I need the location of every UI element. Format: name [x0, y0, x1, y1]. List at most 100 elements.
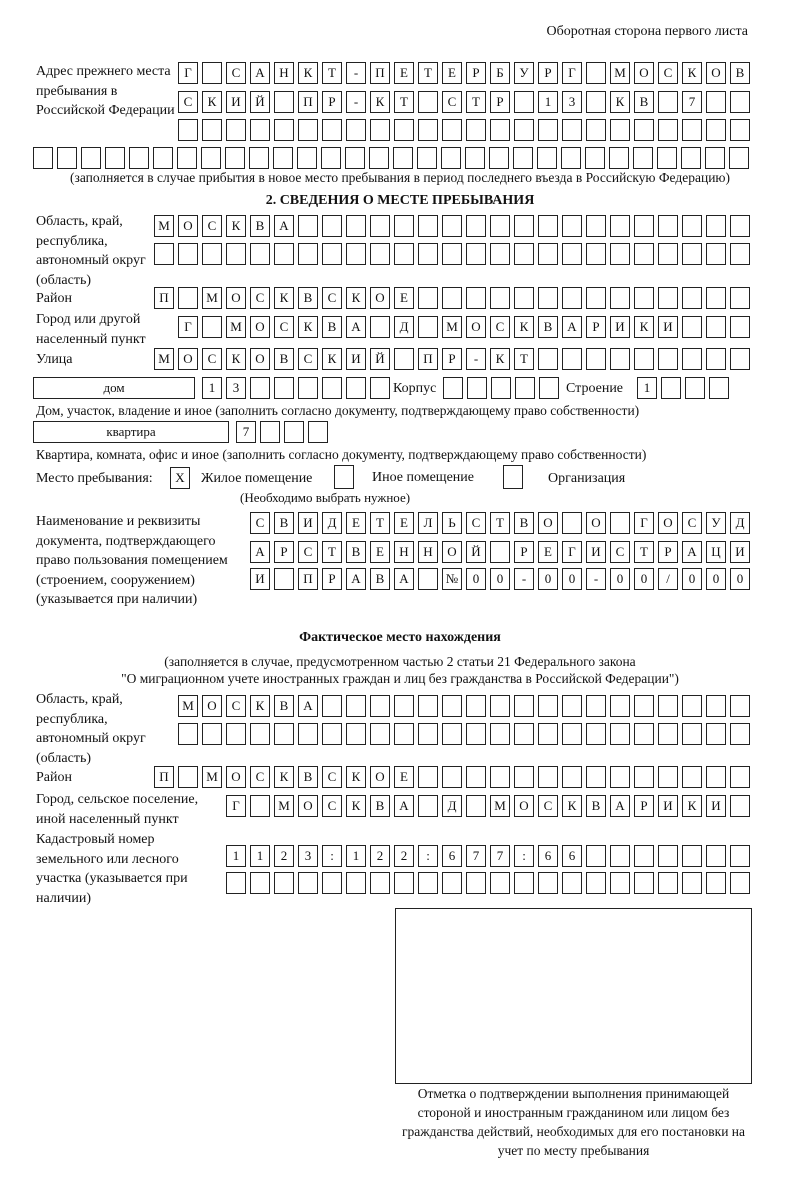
char-cell[interactable] [418, 287, 438, 309]
char-cell[interactable]: 3 [562, 91, 582, 113]
char-cell[interactable]: Л [418, 512, 438, 534]
char-cell[interactable] [274, 91, 294, 113]
char-cell[interactable]: О [202, 695, 222, 717]
char-cell[interactable]: П [298, 91, 318, 113]
char-cell[interactable]: О [226, 287, 246, 309]
char-cell[interactable] [514, 766, 534, 788]
char-cell[interactable] [538, 872, 558, 894]
char-cell[interactable] [153, 147, 173, 169]
char-cell[interactable]: В [538, 316, 558, 338]
char-cell[interactable] [658, 723, 678, 745]
char-cell[interactable] [417, 147, 437, 169]
char-cell[interactable] [610, 695, 630, 717]
char-cell[interactable]: 6 [562, 845, 582, 867]
char-cell[interactable]: Р [634, 795, 654, 817]
char-cell[interactable] [634, 723, 654, 745]
char-cell[interactable] [634, 119, 654, 141]
char-cell[interactable] [322, 377, 342, 399]
char-cell[interactable] [730, 348, 750, 370]
char-cell[interactable] [322, 872, 342, 894]
char-cell[interactable] [394, 215, 414, 237]
char-cell[interactable] [346, 695, 366, 717]
char-cell[interactable] [178, 243, 198, 265]
char-cell[interactable] [682, 348, 702, 370]
char-cell[interactable]: У [514, 62, 534, 84]
char-cell[interactable]: Е [394, 512, 414, 534]
char-cell[interactable]: О [226, 766, 246, 788]
char-cell[interactable] [514, 872, 534, 894]
char-cell[interactable]: Е [394, 766, 414, 788]
char-cell[interactable]: 0 [610, 568, 630, 590]
char-cell[interactable] [706, 316, 726, 338]
char-cell[interactable]: И [250, 568, 270, 590]
char-cell[interactable] [202, 62, 222, 84]
char-cell[interactable]: В [298, 287, 318, 309]
char-cell[interactable] [394, 872, 414, 894]
char-cell[interactable]: К [226, 215, 246, 237]
char-cell[interactable] [442, 872, 462, 894]
char-cell[interactable] [562, 119, 582, 141]
char-cell[interactable]: А [394, 568, 414, 590]
char-cell[interactable]: 6 [442, 845, 462, 867]
char-cell[interactable]: О [370, 287, 390, 309]
char-cell[interactable] [202, 723, 222, 745]
prev-address-row-4[interactable] [33, 147, 749, 169]
char-cell[interactable] [298, 377, 318, 399]
char-cell[interactable] [514, 91, 534, 113]
char-cell[interactable]: Т [418, 62, 438, 84]
char-cell[interactable]: № [442, 568, 462, 590]
char-cell[interactable]: К [562, 795, 582, 817]
char-cell[interactable]: К [298, 316, 318, 338]
char-cell[interactable]: К [226, 348, 246, 370]
char-cell[interactable] [706, 243, 726, 265]
char-cell[interactable]: В [730, 62, 750, 84]
char-cell[interactable]: А [682, 541, 702, 563]
char-cell[interactable] [661, 377, 681, 399]
char-cell[interactable] [514, 695, 534, 717]
char-cell[interactable] [586, 348, 606, 370]
char-cell[interactable]: - [514, 568, 534, 590]
char-cell[interactable]: 2 [274, 845, 294, 867]
char-cell[interactable] [322, 723, 342, 745]
char-cell[interactable] [490, 243, 510, 265]
char-cell[interactable]: С [658, 62, 678, 84]
char-cell[interactable] [225, 147, 245, 169]
char-cell[interactable] [634, 695, 654, 717]
char-cell[interactable]: Т [466, 91, 486, 113]
house-type-field[interactable]: дом [33, 377, 195, 399]
char-cell[interactable] [730, 723, 750, 745]
char-cell[interactable]: К [490, 348, 510, 370]
char-cell[interactable] [442, 243, 462, 265]
char-cell[interactable]: 1 [346, 845, 366, 867]
char-cell[interactable] [682, 723, 702, 745]
char-cell[interactable]: Р [322, 91, 342, 113]
char-cell[interactable] [370, 119, 390, 141]
char-cell[interactable] [345, 147, 365, 169]
char-cell[interactable]: К [202, 91, 222, 113]
char-cell[interactable] [682, 695, 702, 717]
char-cell[interactable] [658, 91, 678, 113]
char-cell[interactable] [466, 872, 486, 894]
char-cell[interactable]: К [274, 287, 294, 309]
prev-address-row-3[interactable] [178, 119, 750, 141]
char-cell[interactable] [538, 723, 558, 745]
char-cell[interactable]: И [706, 795, 726, 817]
char-cell[interactable]: М [154, 215, 174, 237]
char-cell[interactable]: С [250, 287, 270, 309]
char-cell[interactable] [586, 243, 606, 265]
char-cell[interactable] [250, 119, 270, 141]
char-cell[interactable]: О [514, 795, 534, 817]
char-cell[interactable] [346, 723, 366, 745]
char-cell[interactable] [490, 287, 510, 309]
char-cell[interactable] [441, 147, 461, 169]
char-cell[interactable]: С [610, 541, 630, 563]
char-cell[interactable]: К [370, 91, 390, 113]
char-cell[interactable] [370, 215, 390, 237]
char-cell[interactable] [81, 147, 101, 169]
char-cell[interactable] [706, 287, 726, 309]
